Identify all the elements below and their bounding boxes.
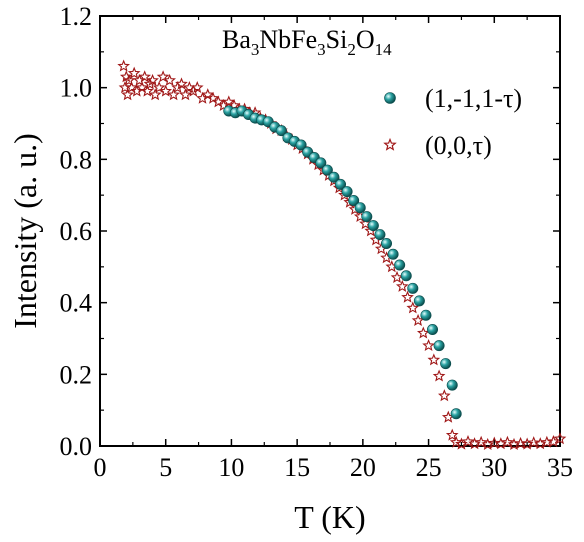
data-point-star <box>422 339 435 352</box>
y-tick-label: 0.0 <box>60 432 93 461</box>
data-point-circle <box>361 211 373 223</box>
legend-marker-circle <box>384 92 396 104</box>
x-tick-label: 5 <box>159 453 172 482</box>
y-tick-label: 0.6 <box>60 217 93 246</box>
data-point-circle <box>374 229 386 241</box>
data-point-star <box>138 70 152 83</box>
data-point-circle <box>381 238 393 250</box>
y-tick-label: 1.2 <box>60 2 93 31</box>
data-point-star <box>122 73 136 86</box>
x-axis-label: T (K) <box>294 499 365 535</box>
data-point-star <box>146 73 159 86</box>
data-point-star <box>117 59 130 72</box>
data-point-star <box>196 91 209 104</box>
data-point-circle <box>407 282 419 294</box>
x-tick-label: 10 <box>218 453 244 482</box>
data-point-star <box>438 389 451 402</box>
data-point-star <box>130 84 144 97</box>
data-point-circle <box>433 340 445 352</box>
data-point-star <box>411 313 425 326</box>
data-point-circle <box>275 125 287 137</box>
legend: (1,-1,1-τ) (0,0,τ) <box>383 84 522 160</box>
data-point-circle <box>413 295 425 307</box>
data-point-star <box>401 290 414 303</box>
x-tick-label: 30 <box>481 453 507 482</box>
data-point-circle <box>348 195 360 207</box>
data-point-star <box>143 77 157 90</box>
data-point-circle <box>367 220 379 232</box>
data-point-star <box>175 77 188 90</box>
data-point-star <box>416 326 430 339</box>
data-point-star <box>487 436 501 449</box>
data-point-circle <box>440 358 452 370</box>
data-point-circle <box>446 379 458 391</box>
data-point-star <box>406 301 420 314</box>
x-tick-label: 0 <box>94 453 107 482</box>
y-axis-label: Intensity (a. u.) <box>7 133 43 329</box>
x-tick-label: 35 <box>547 453 573 482</box>
data-point-star <box>156 70 170 83</box>
x-tick-label: 15 <box>284 453 310 482</box>
data-point-star <box>449 435 463 448</box>
data-point-star <box>514 436 527 449</box>
data-point-star <box>179 88 192 101</box>
data-point-star <box>133 73 146 86</box>
data-point-star <box>540 435 554 448</box>
data-point-circle <box>315 157 327 169</box>
data-point-star <box>445 428 459 441</box>
data-point-star <box>148 88 162 101</box>
legend-label: (0,0,τ) <box>425 131 492 160</box>
data-point-star <box>461 435 475 448</box>
y-tick-label: 0.4 <box>60 289 93 318</box>
ticks-group: 0 5 10 15 20 25 30 35 0.0 0.2 0.4 0.6 0.8 1.0 1.2 <box>60 2 574 482</box>
data-point-circle <box>354 202 366 214</box>
data-point-circle <box>335 178 347 190</box>
data-point-star <box>507 437 521 450</box>
data-point-star <box>163 73 176 86</box>
data-point-circle <box>295 139 307 151</box>
y-tick-label: 0.2 <box>60 360 93 389</box>
data-point-circle <box>450 408 462 420</box>
data-point-circle <box>328 171 340 183</box>
data-point-circle <box>420 309 432 321</box>
data-point-star <box>127 66 141 79</box>
data-point-circle <box>321 164 333 176</box>
y-tick-label: 0.8 <box>60 145 93 174</box>
data-point-circle <box>387 248 399 260</box>
data-point-star <box>140 84 154 97</box>
data-point-star <box>553 432 567 445</box>
data-point-circle <box>427 324 439 336</box>
data-point-circle <box>400 270 412 282</box>
x-tick-label: 20 <box>350 453 376 482</box>
data-point-circle <box>341 186 353 198</box>
data-point-star <box>527 436 541 449</box>
data-point-star <box>217 98 230 111</box>
data-point-star <box>152 81 166 94</box>
data-point-star <box>121 88 134 101</box>
legend-label: (1,-1,1-τ) <box>425 84 522 113</box>
data-point-star <box>427 353 441 366</box>
points-group <box>117 59 567 450</box>
data-point-star <box>395 279 409 292</box>
data-point-star <box>474 435 488 448</box>
data-point-star <box>190 81 204 94</box>
x-tick-label: 25 <box>416 453 442 482</box>
data-point-star <box>159 84 173 97</box>
chart-formula-title: Ba3NbFe3Si2O14 <box>222 25 392 59</box>
y-tick-label: 1.0 <box>60 74 93 103</box>
data-point-star <box>501 435 514 448</box>
legend-marker-star <box>383 137 397 151</box>
data-point-star <box>432 369 446 382</box>
data-point-star <box>167 88 180 101</box>
data-point-circle <box>394 259 406 271</box>
